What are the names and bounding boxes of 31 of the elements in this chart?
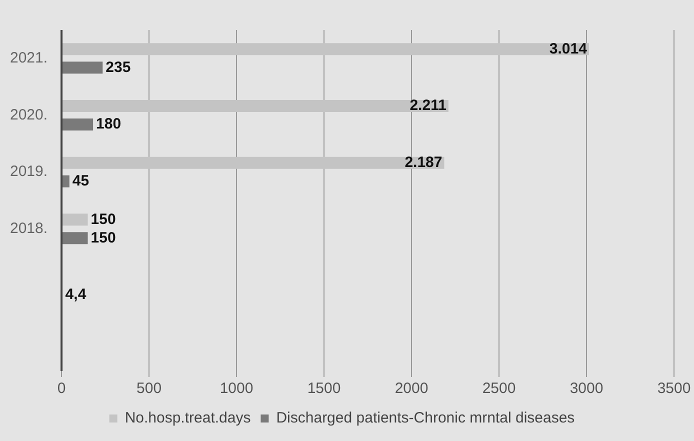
y-tick-label: 2021. [10, 50, 48, 67]
legend-label: Discharged patients-Chronic mrntal diseases [276, 410, 575, 427]
x-tick-label: 3000 [570, 380, 604, 398]
bar [62, 62, 103, 74]
bar [62, 156, 444, 169]
legend-label: No.hosp.treat.days [124, 410, 251, 427]
data-label: 180 [96, 116, 122, 133]
data-label: 235 [106, 58, 131, 76]
bar [62, 100, 448, 112]
bar [62, 118, 94, 130]
x-tick-label: 2500 [482, 380, 516, 398]
x-tick-label: 2000 [394, 380, 428, 398]
y-tick-label: 2018. [10, 220, 48, 238]
bar [62, 43, 589, 56]
bar [62, 175, 70, 188]
x-tick-label: 1500 [307, 380, 341, 398]
data-label: 150 [90, 229, 116, 246]
x-tick-label: 500 [136, 380, 162, 398]
data-label: 2.187 [404, 154, 442, 171]
y-tick-label: 2019. [10, 163, 48, 180]
x-tick-label: 3500 [657, 380, 691, 398]
x-tick-label: 1000 [220, 380, 254, 398]
data-label: 4,4 [65, 286, 87, 304]
y-tick-label: 2020. [10, 106, 48, 124]
data-label: 45 [72, 172, 90, 190]
bar [62, 214, 88, 226]
data-label: 3.014 [549, 40, 588, 58]
data-label: 150 [90, 210, 116, 228]
x-tick-label: 0 [57, 380, 66, 398]
data-label: 2.211 [410, 97, 446, 114]
bar [62, 232, 88, 244]
